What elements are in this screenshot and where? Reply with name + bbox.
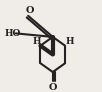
Text: HO: HO [5, 29, 21, 38]
Text: O: O [26, 6, 34, 15]
Text: O: O [49, 83, 57, 92]
Text: H: H [33, 37, 41, 46]
Text: H: H [65, 37, 74, 46]
